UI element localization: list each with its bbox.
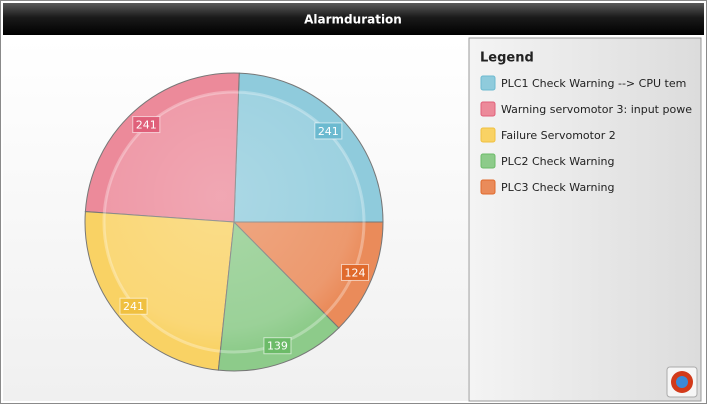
settings-button[interactable] <box>666 366 698 398</box>
value-label-box <box>263 337 292 355</box>
legend-swatch <box>480 127 496 143</box>
legend-label: PLC2 Check Warning <box>501 155 615 168</box>
value-label-box <box>119 297 148 315</box>
legend-label: PLC1 Check Warning --> CPU tem <box>501 77 686 90</box>
legend-panel <box>468 37 702 402</box>
value-label-box <box>132 116 161 134</box>
value-label-box <box>314 122 343 140</box>
legend-title: Legend <box>480 51 534 66</box>
legend-swatch <box>480 153 496 169</box>
legend-swatch <box>480 101 496 117</box>
value-label-box <box>341 263 370 281</box>
value-label: 241 <box>136 119 157 132</box>
chart-title: Alarmduration <box>304 13 402 27</box>
value-label: 139 <box>267 340 288 353</box>
legend-label: Failure Servomotor 2 <box>501 129 616 142</box>
legend-swatch <box>480 75 496 91</box>
value-label: 241 <box>123 300 144 313</box>
value-label: 241 <box>318 125 339 138</box>
legend-label: PLC3 Check Warning <box>501 181 615 194</box>
legend-label: Warning servomotor 3: input powe <box>501 103 692 116</box>
pie-highlight <box>102 90 366 354</box>
gear-center <box>676 376 688 388</box>
legend-swatch <box>480 179 496 195</box>
title-bar <box>3 3 704 35</box>
value-label: 124 <box>345 266 366 279</box>
